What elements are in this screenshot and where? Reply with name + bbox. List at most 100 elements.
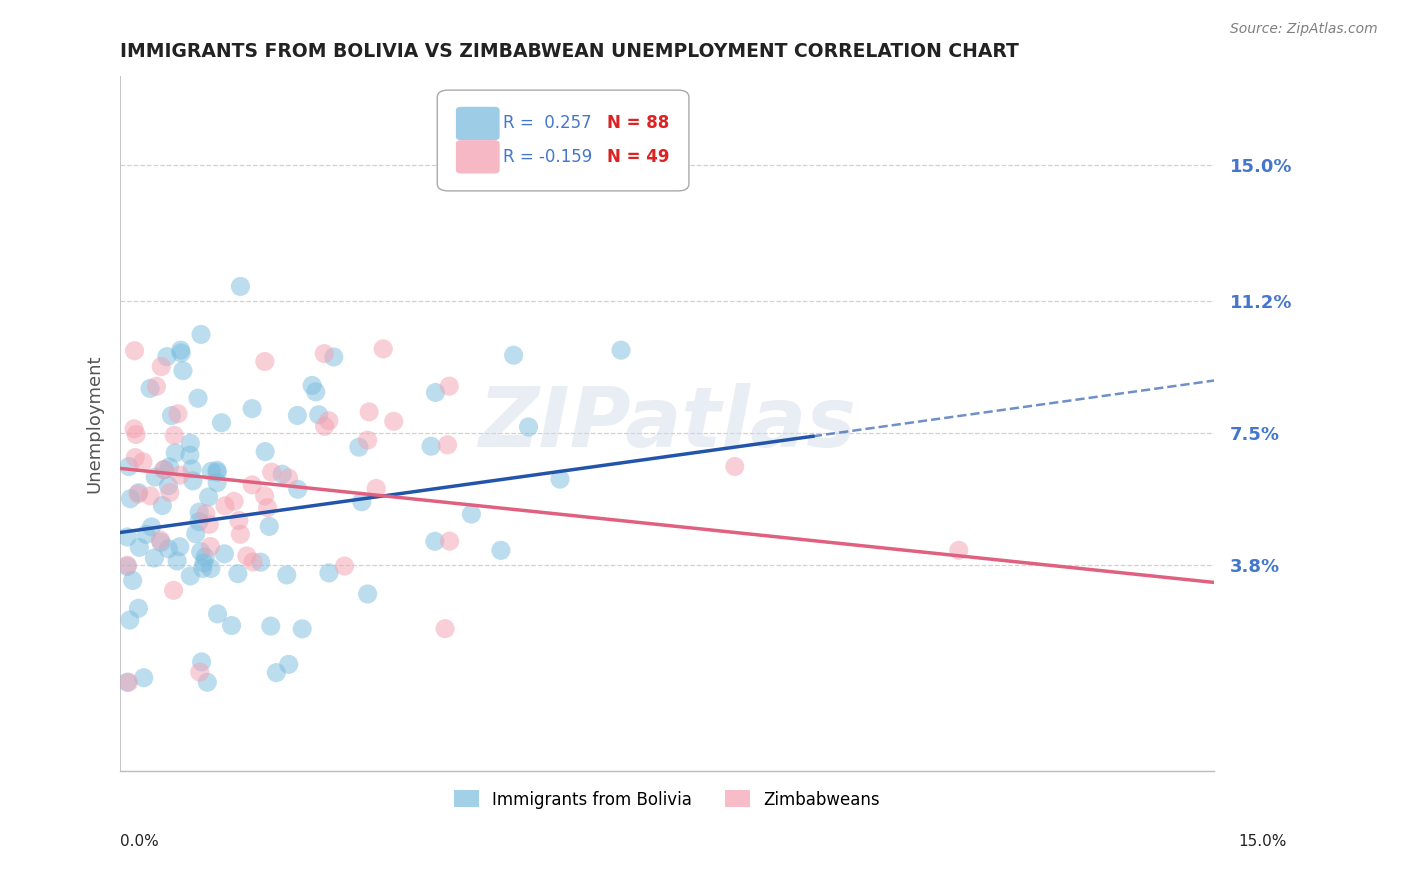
Point — [240, 401, 263, 416]
Point — [425, 385, 447, 400]
Point — [276, 568, 298, 582]
Point — [117, 559, 139, 574]
Point — [190, 655, 212, 669]
Point — [166, 554, 188, 568]
Point — [184, 526, 207, 541]
Point — [194, 550, 217, 565]
Point — [583, 140, 606, 154]
Point — [207, 607, 229, 621]
Point — [160, 409, 183, 423]
Point — [135, 527, 157, 541]
Point — [127, 487, 149, 501]
Point — [117, 675, 139, 690]
Point — [214, 499, 236, 513]
Point — [169, 468, 191, 483]
Point — [439, 379, 461, 393]
Text: IMMIGRANTS FROM BOLIVIA VS ZIMBABWEAN UNEMPLOYMENT CORRELATION CHART: IMMIGRANTS FROM BOLIVIA VS ZIMBABWEAN UN… — [120, 42, 1019, 61]
Point — [143, 470, 166, 484]
Point — [228, 513, 250, 527]
Point — [322, 350, 344, 364]
Point — [253, 354, 276, 368]
Point — [229, 527, 252, 541]
Point — [211, 416, 233, 430]
Point — [170, 343, 193, 358]
Point — [214, 547, 236, 561]
Point — [181, 462, 204, 476]
Point — [423, 534, 446, 549]
Point — [256, 500, 278, 515]
Point — [149, 533, 172, 547]
Point — [181, 474, 204, 488]
Point — [179, 448, 201, 462]
Point — [120, 491, 142, 506]
Point — [132, 671, 155, 685]
Point — [314, 419, 336, 434]
Point — [366, 482, 388, 496]
Text: ZIPatlas: ZIPatlas — [478, 384, 856, 465]
Point — [242, 555, 264, 569]
Point — [150, 535, 173, 549]
Point — [249, 555, 271, 569]
Point — [434, 622, 457, 636]
Point — [190, 327, 212, 342]
Point — [187, 391, 209, 405]
Point — [188, 505, 211, 519]
Point — [610, 343, 633, 358]
Point — [150, 499, 173, 513]
Point — [141, 520, 163, 534]
Point — [170, 346, 193, 360]
Text: 15.0%: 15.0% — [1239, 834, 1286, 849]
Point — [222, 494, 245, 508]
Point — [195, 675, 218, 690]
Point — [373, 342, 395, 356]
Point — [190, 544, 212, 558]
Text: 0.0%: 0.0% — [120, 834, 159, 849]
Point — [359, 405, 381, 419]
Point — [169, 540, 191, 554]
Point — [420, 439, 443, 453]
Point — [117, 675, 139, 690]
Point — [253, 489, 276, 503]
Point — [143, 551, 166, 566]
Point — [179, 569, 201, 583]
Point — [308, 408, 330, 422]
FancyBboxPatch shape — [456, 107, 499, 140]
Point — [333, 559, 356, 574]
Point — [271, 467, 294, 482]
Point — [179, 436, 201, 450]
Point — [163, 428, 186, 442]
Point — [124, 343, 146, 358]
Point — [229, 279, 252, 293]
Legend: Immigrants from Bolivia, Zimbabweans: Immigrants from Bolivia, Zimbabweans — [447, 784, 887, 815]
Point — [118, 613, 141, 627]
Point — [382, 414, 405, 428]
Point — [200, 540, 222, 554]
Point — [489, 543, 512, 558]
Point — [301, 378, 323, 392]
Point — [139, 381, 162, 395]
Point — [517, 420, 540, 434]
Point — [502, 348, 524, 362]
Point — [356, 433, 378, 447]
Text: Source: ZipAtlas.com: Source: ZipAtlas.com — [1230, 22, 1378, 37]
Point — [150, 359, 173, 374]
Point — [236, 549, 259, 563]
Point — [260, 465, 283, 479]
Point — [226, 566, 249, 581]
Point — [121, 574, 143, 588]
Point — [207, 465, 229, 479]
Point — [117, 558, 139, 573]
Point — [347, 440, 370, 454]
Point — [145, 379, 167, 393]
Point — [291, 622, 314, 636]
Point — [200, 561, 222, 575]
Point — [165, 446, 187, 460]
FancyBboxPatch shape — [456, 140, 499, 174]
Point — [188, 515, 211, 529]
Point — [139, 489, 162, 503]
Point — [287, 483, 309, 497]
Point — [159, 485, 181, 500]
Point — [240, 478, 263, 492]
Text: N = 49: N = 49 — [607, 148, 669, 166]
Point — [350, 495, 373, 509]
